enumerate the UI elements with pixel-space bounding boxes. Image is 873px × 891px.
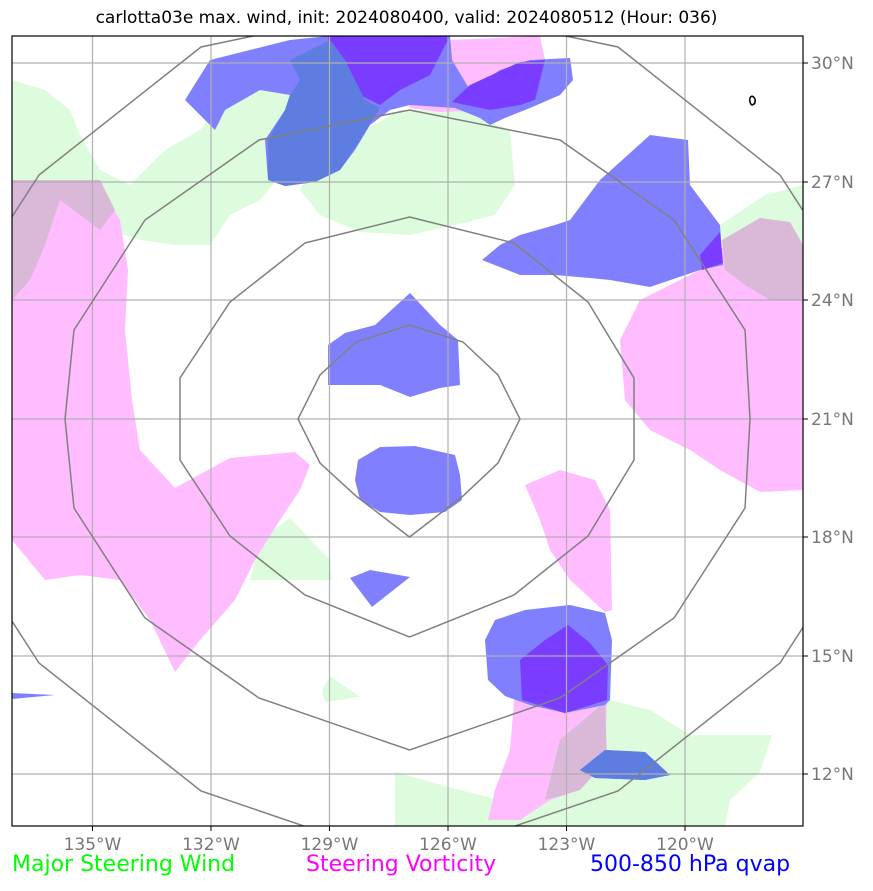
distance-ring-2 bbox=[179, 216, 635, 638]
legend-steering-wind: Major Steering Wind bbox=[12, 852, 236, 877]
lon-tick-label: 135°W bbox=[64, 835, 122, 855]
lat-tick-label: 30°N bbox=[811, 54, 854, 74]
tick-marks bbox=[92, 62, 808, 831]
legend-steering-vorticity: Steering Vorticity bbox=[306, 852, 497, 877]
lat-tick-label: 24°N bbox=[811, 291, 854, 311]
distance-rings bbox=[12, 36, 803, 826]
lat-tick-label: 27°N bbox=[811, 173, 854, 193]
lat-tick-label: 15°N bbox=[811, 647, 854, 667]
island-outline bbox=[749, 95, 756, 106]
lon-tick-label: 129°W bbox=[301, 835, 359, 855]
lon-tick-label: 120°W bbox=[656, 835, 714, 855]
lon-tick-label: 132°W bbox=[182, 835, 240, 855]
lat-tick-label: 21°N bbox=[811, 410, 854, 430]
lat-tick-labels: 30°N 27°N 24°N 21°N 18°N 15°N 12°N bbox=[811, 54, 854, 785]
map-title: carlotta03e max. wind, init: 2024080400,… bbox=[95, 8, 718, 28]
lon-tick-label: 126°W bbox=[419, 835, 477, 855]
distance-ring-1 bbox=[297, 324, 521, 538]
graticule bbox=[12, 36, 803, 826]
lon-tick-label: 123°W bbox=[538, 835, 596, 855]
distance-ring-3 bbox=[64, 109, 751, 751]
lat-tick-label: 12°N bbox=[811, 765, 854, 785]
legend-qvap: 500-850 hPa qvap bbox=[590, 852, 791, 877]
plot-frame bbox=[11, 35, 804, 827]
lat-tick-label: 18°N bbox=[811, 528, 854, 548]
qvap-wind-overlap-regions bbox=[268, 40, 670, 780]
lon-tick-labels: 135°W 132°W 129°W 126°W 123°W 120°W bbox=[64, 835, 714, 855]
